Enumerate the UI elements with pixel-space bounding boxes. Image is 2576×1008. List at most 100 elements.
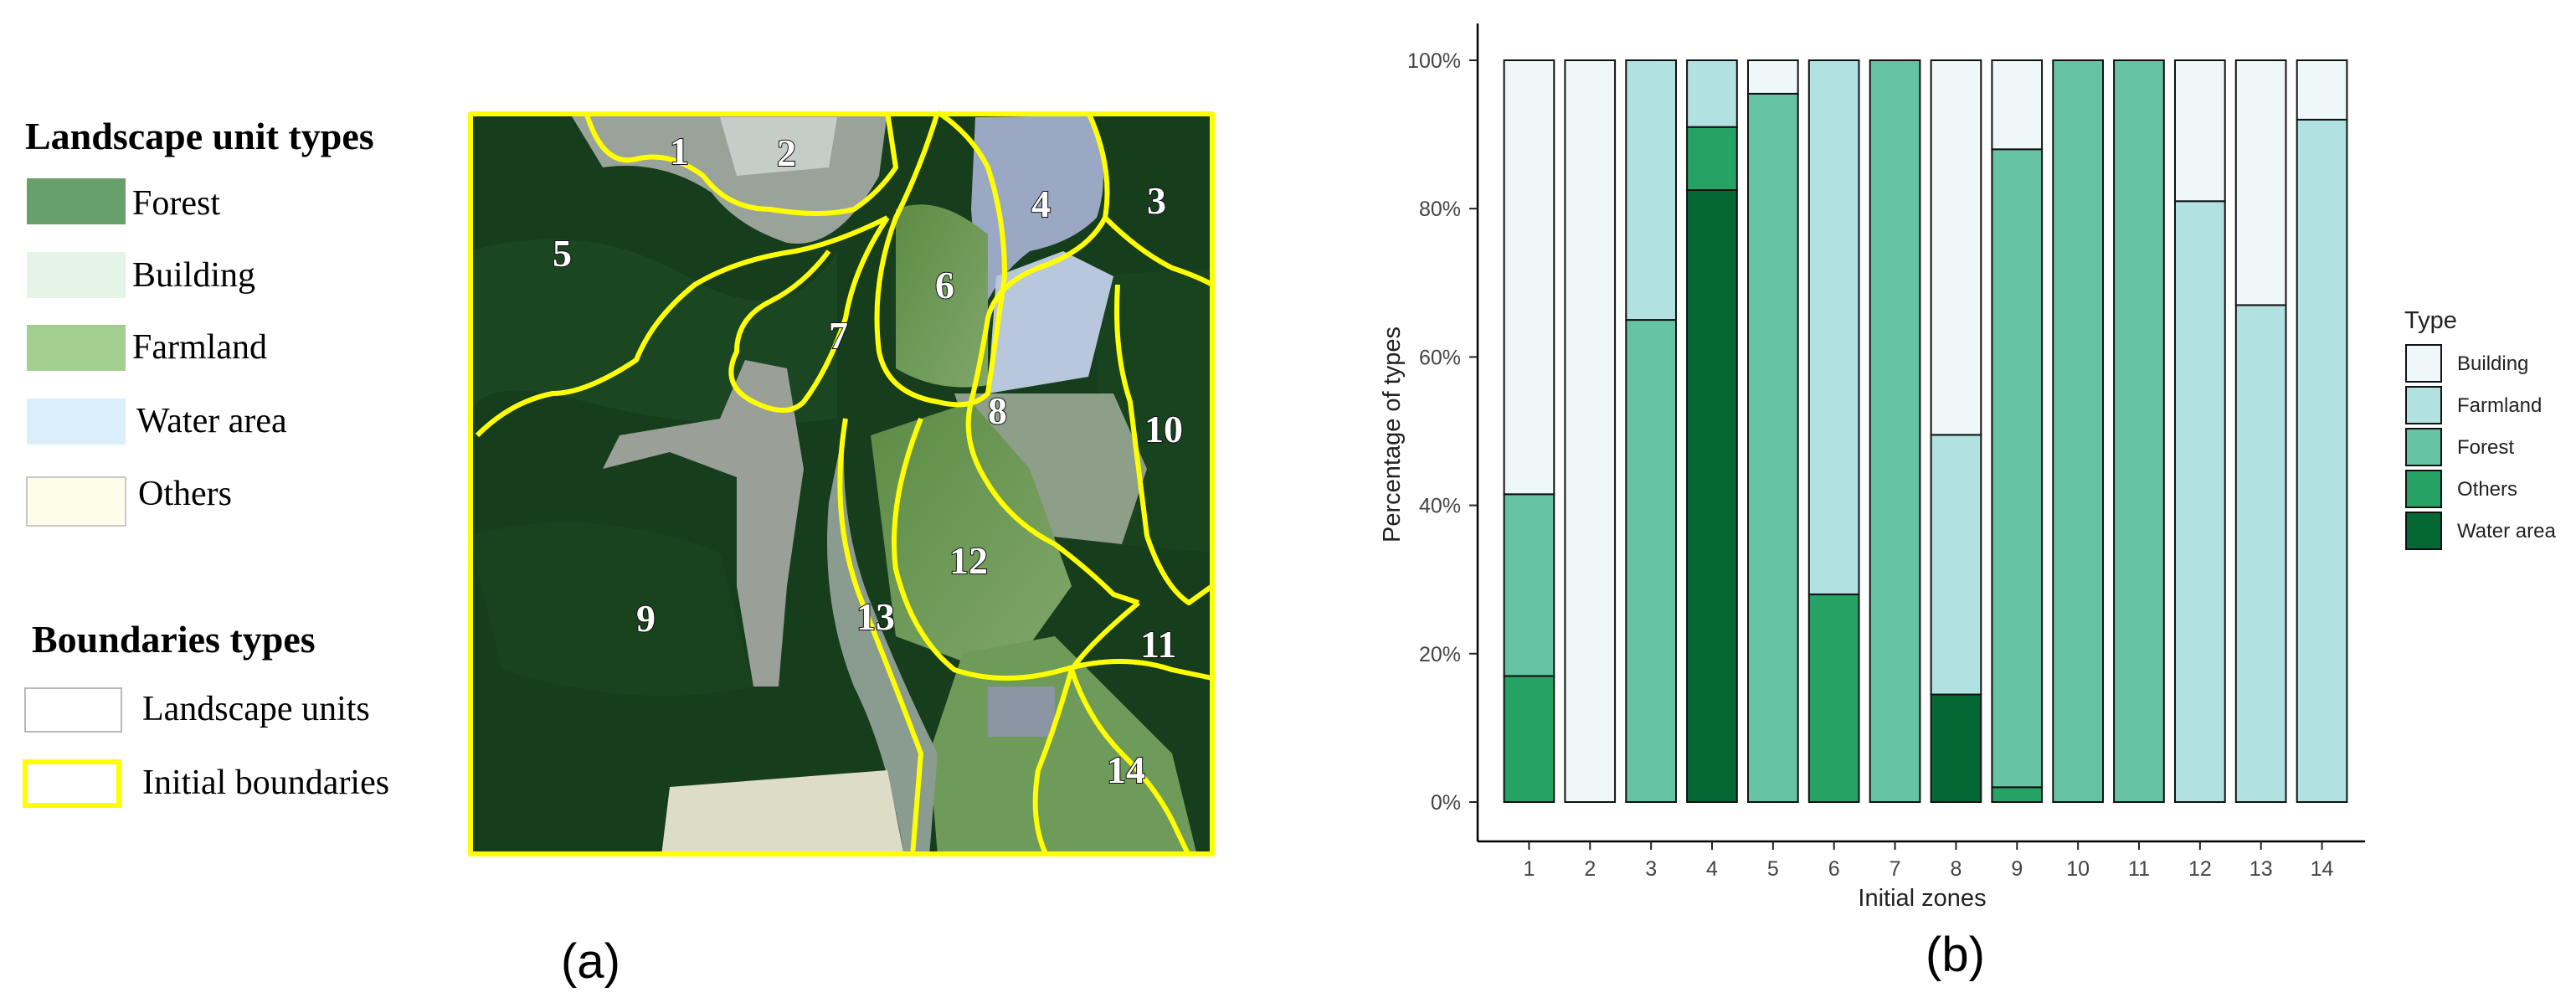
bar-segment bbox=[1930, 59, 1982, 436]
legend-swatch bbox=[2405, 470, 2442, 508]
map-others-field bbox=[661, 770, 904, 856]
swatch-landscape-units bbox=[24, 687, 122, 733]
x-tick-label: 4 bbox=[1706, 857, 1718, 881]
legend-label: Others bbox=[2457, 478, 2517, 501]
zone-label: 3 bbox=[1147, 179, 1166, 222]
legend-landscape-units-label: Landscape units bbox=[142, 690, 370, 728]
swatch-others bbox=[26, 476, 126, 527]
x-axis-label: Initial zones bbox=[1858, 885, 1986, 912]
bar-segment bbox=[2113, 59, 2165, 803]
zone-label: 13 bbox=[856, 595, 895, 638]
map-building-area bbox=[988, 687, 1055, 737]
bar-segment bbox=[1503, 493, 1555, 677]
bar-segment bbox=[1930, 434, 1982, 696]
x-tick-label: 2 bbox=[1584, 857, 1596, 881]
bars bbox=[1503, 59, 2348, 804]
bar-segment bbox=[2052, 59, 2105, 803]
bar-segment bbox=[2174, 59, 2226, 203]
zone-label: 14 bbox=[1107, 748, 1145, 791]
zone-label: 9 bbox=[636, 597, 656, 640]
bar-segment bbox=[1807, 59, 1860, 595]
bar-segment bbox=[1991, 148, 2044, 789]
bar-segment bbox=[1930, 693, 1982, 803]
zone-label: 2 bbox=[777, 131, 796, 174]
legend-label: Building bbox=[2457, 352, 2528, 375]
y-tick-label: 20% bbox=[1419, 643, 1461, 666]
legend-boundary-title: Boundaries types bbox=[32, 618, 316, 661]
legend-swatch bbox=[2405, 512, 2442, 550]
bar-segment bbox=[1807, 593, 1860, 804]
map-water-area bbox=[988, 251, 1113, 393]
initial-boundaries bbox=[468, 110, 1215, 857]
bar-segment bbox=[1686, 126, 1738, 191]
y-tick-label: 60% bbox=[1419, 346, 1461, 369]
bar-segment bbox=[1686, 59, 1738, 128]
y-tick-label: 0% bbox=[1431, 791, 1461, 815]
bar-segment bbox=[1503, 675, 1555, 804]
bar-segment bbox=[1991, 59, 2044, 151]
map-frame bbox=[468, 111, 1215, 856]
bar-segment bbox=[1747, 59, 1799, 95]
zone-label: 8 bbox=[988, 389, 1007, 432]
legend-building-label: Building bbox=[132, 256, 255, 295]
swatch-building bbox=[27, 252, 126, 298]
y-tick-label: 80% bbox=[1419, 198, 1461, 221]
swatch-water bbox=[27, 399, 126, 445]
x-tick-label: 9 bbox=[2011, 857, 2023, 881]
x-tick-label: 14 bbox=[2311, 857, 2334, 881]
swatch-forest bbox=[27, 178, 126, 224]
map-river bbox=[827, 419, 938, 856]
caption-a: (a) bbox=[561, 934, 620, 989]
legend-label: Water area bbox=[2457, 520, 2556, 543]
zone-label: 7 bbox=[829, 314, 848, 357]
x-tick-label: 11 bbox=[2128, 857, 2150, 881]
bar-segment bbox=[2296, 59, 2348, 121]
plot-axes bbox=[1476, 23, 2365, 843]
bar-segment bbox=[2234, 304, 2287, 803]
legend-swatch bbox=[2405, 386, 2442, 424]
zone-labels: 1 2 3 4 5 6 7 8 9 10 11 12 13 14 bbox=[552, 129, 1184, 792]
bar-segment bbox=[1869, 59, 1921, 803]
x-tick-label: 5 bbox=[1767, 857, 1779, 881]
bar-segment bbox=[2234, 59, 2287, 306]
zone-label: 10 bbox=[1144, 408, 1183, 450]
legend-initial-boundaries-label: Initial boundaries bbox=[142, 764, 389, 802]
x-ticks: 1 2 3 4 5 6 7 8 9 10 11 12 13 14 bbox=[1523, 841, 2334, 881]
forest-texture bbox=[469, 522, 753, 697]
zone-label: 6 bbox=[935, 264, 954, 306]
map-legend: Landscape unit types Forest Building Far… bbox=[23, 115, 389, 808]
zone-label: 1 bbox=[670, 130, 689, 172]
bar-segment bbox=[1686, 189, 1738, 803]
x-tick-label: 6 bbox=[1828, 857, 1840, 881]
x-tick-label: 7 bbox=[1890, 857, 1901, 881]
legend-water-label: Water area bbox=[136, 402, 287, 440]
y-ticks: 0% 20% 40% 60% 80% 100% bbox=[1407, 49, 1478, 815]
x-tick-label: 10 bbox=[2066, 857, 2090, 881]
legend-swatch bbox=[2405, 428, 2442, 466]
bar-segment bbox=[2296, 118, 2348, 803]
map-farmland bbox=[896, 204, 988, 388]
x-tick-label: 8 bbox=[1950, 857, 1962, 881]
y-tick-label: 40% bbox=[1419, 495, 1461, 518]
bar-segment bbox=[1991, 786, 2044, 803]
x-tick-label: 12 bbox=[2188, 857, 2212, 881]
legend-label: Forest bbox=[2457, 436, 2514, 459]
bar-segment bbox=[2174, 200, 2226, 804]
bar-segment bbox=[1625, 319, 1678, 804]
legend-forest-label: Forest bbox=[132, 184, 220, 223]
swatch-farmland bbox=[27, 325, 126, 371]
legend-title: Type bbox=[2404, 307, 2457, 334]
x-tick-label: 13 bbox=[2250, 857, 2273, 881]
zone-label: 11 bbox=[1140, 623, 1176, 666]
x-tick-label: 1 bbox=[1523, 857, 1535, 881]
bar-segment bbox=[1625, 59, 1678, 321]
legend-label: Farmland bbox=[2457, 394, 2542, 417]
zone-label: 4 bbox=[1031, 183, 1051, 225]
caption-b: (b) bbox=[1926, 928, 1985, 982]
legend-farmland-label: Farmland bbox=[132, 328, 267, 367]
bar-segment bbox=[1503, 59, 1555, 496]
zone-label: 5 bbox=[553, 232, 572, 275]
bar-segment bbox=[1747, 92, 1799, 803]
y-axis-label: Percentage of types bbox=[1379, 327, 1406, 543]
